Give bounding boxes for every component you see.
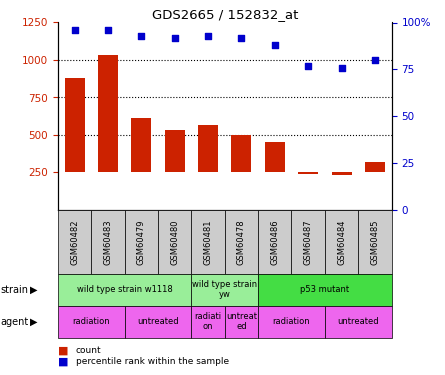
Bar	[158, 210, 191, 274]
Bar	[325, 306, 392, 338]
Text: GSM60486: GSM60486	[270, 219, 279, 265]
Bar	[298, 172, 318, 174]
Bar	[325, 210, 358, 274]
Text: ▶: ▶	[30, 285, 38, 295]
Title: GDS2665 / 152832_at: GDS2665 / 152832_at	[152, 8, 298, 21]
Bar	[291, 210, 325, 274]
Bar	[198, 125, 218, 172]
Bar	[165, 130, 185, 172]
Text: wild type strain w1118: wild type strain w1118	[77, 285, 173, 294]
Bar	[258, 306, 325, 338]
Point	[205, 33, 212, 39]
Text: GSM60481: GSM60481	[203, 219, 213, 265]
Bar	[125, 210, 158, 274]
Point	[71, 27, 78, 33]
Text: GSM60483: GSM60483	[103, 219, 113, 265]
Bar	[225, 210, 258, 274]
Text: GSM60485: GSM60485	[370, 219, 380, 265]
Text: ▶: ▶	[30, 316, 38, 327]
Bar	[125, 306, 191, 338]
Text: percentile rank within the sample: percentile rank within the sample	[76, 357, 229, 366]
Point	[238, 34, 245, 40]
Bar	[191, 306, 225, 338]
Text: GSM60484: GSM60484	[337, 219, 346, 265]
Point	[305, 63, 312, 69]
Bar	[258, 210, 291, 274]
Bar	[358, 210, 392, 274]
Bar	[58, 210, 91, 274]
Text: count: count	[76, 346, 101, 355]
Text: GSM60487: GSM60487	[303, 219, 313, 265]
Bar	[131, 118, 151, 172]
Point	[372, 57, 379, 63]
Text: untreated: untreated	[337, 317, 379, 326]
Text: GSM60478: GSM60478	[237, 219, 246, 265]
Point	[105, 27, 112, 33]
Text: wild type strain
yw: wild type strain yw	[192, 280, 257, 299]
Point	[138, 33, 145, 39]
Bar	[191, 210, 225, 274]
Bar	[332, 172, 352, 175]
Text: radiation: radiation	[73, 317, 110, 326]
Text: radiation: radiation	[273, 317, 310, 326]
Bar	[258, 274, 392, 306]
Text: untreat
ed: untreat ed	[226, 312, 257, 331]
Text: GSM60480: GSM60480	[170, 219, 179, 265]
Text: GSM60479: GSM60479	[137, 219, 146, 265]
Text: agent: agent	[0, 316, 28, 327]
Bar	[91, 210, 125, 274]
Text: ■: ■	[58, 357, 69, 367]
Text: p53 mutant: p53 mutant	[300, 285, 349, 294]
Text: ■: ■	[58, 346, 69, 355]
Bar	[65, 78, 85, 172]
Bar	[265, 142, 285, 172]
Point	[338, 64, 345, 70]
Bar	[365, 162, 385, 172]
Text: radiati
on: radiati on	[194, 312, 222, 331]
Bar	[58, 274, 191, 306]
Text: GSM60482: GSM60482	[70, 219, 79, 265]
Bar	[225, 306, 258, 338]
Bar	[58, 306, 125, 338]
Bar	[98, 56, 118, 172]
Bar	[231, 135, 251, 172]
Point	[271, 42, 279, 48]
Bar	[191, 274, 258, 306]
Text: untreated: untreated	[137, 317, 179, 326]
Text: strain: strain	[0, 285, 28, 295]
Point	[171, 34, 178, 40]
